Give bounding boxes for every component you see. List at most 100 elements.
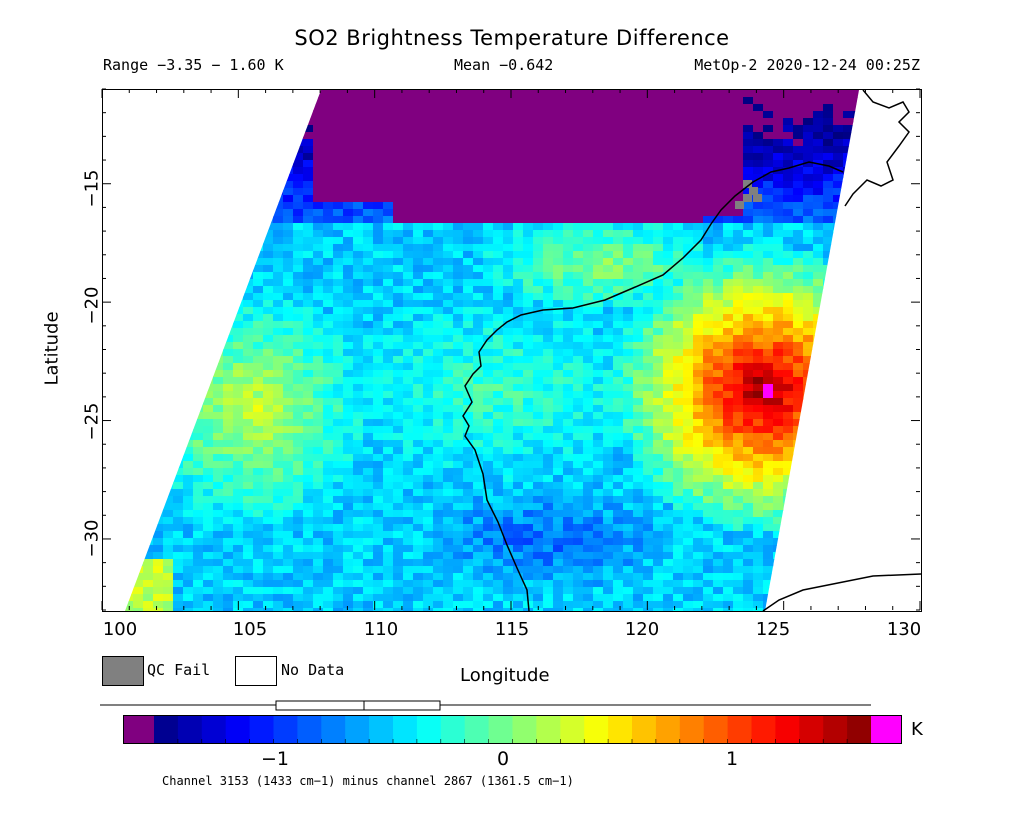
data-pixel bbox=[173, 132, 184, 140]
data-pixel bbox=[553, 132, 564, 140]
data-pixel bbox=[203, 370, 214, 378]
data-pixel bbox=[213, 503, 224, 511]
data-pixel bbox=[173, 237, 184, 245]
data-pixel bbox=[803, 475, 814, 483]
data-pixel bbox=[393, 321, 404, 329]
data-pixel bbox=[743, 132, 754, 140]
data-pixel bbox=[443, 167, 454, 175]
data-pixel bbox=[843, 181, 854, 189]
data-pixel bbox=[473, 286, 484, 294]
data-pixel bbox=[673, 118, 684, 126]
data-pixel bbox=[913, 307, 921, 315]
data-pixel bbox=[293, 272, 304, 280]
data-pixel bbox=[483, 202, 494, 210]
data-pixel bbox=[125, 489, 134, 497]
data-pixel bbox=[503, 258, 514, 266]
data-pixel bbox=[643, 307, 654, 315]
data-pixel bbox=[423, 440, 434, 448]
data-pixel bbox=[483, 342, 494, 350]
data-pixel bbox=[823, 188, 834, 196]
data-pixel bbox=[913, 272, 921, 280]
data-pixel bbox=[663, 489, 674, 497]
data-pixel bbox=[583, 244, 594, 252]
data-pixel bbox=[223, 314, 234, 322]
data-pixel bbox=[373, 125, 384, 133]
data-pixel bbox=[493, 321, 504, 329]
data-pixel bbox=[443, 321, 454, 329]
data-pixel bbox=[363, 496, 374, 504]
data-pixel bbox=[623, 97, 634, 105]
data-pixel bbox=[473, 328, 484, 336]
data-pixel bbox=[503, 419, 514, 427]
data-pixel bbox=[153, 370, 164, 378]
data-pixel bbox=[343, 454, 354, 462]
data-pixel bbox=[313, 223, 324, 231]
data-pixel bbox=[403, 328, 414, 336]
data-pixel bbox=[873, 111, 884, 119]
data-pixel bbox=[613, 454, 624, 462]
data-pixel bbox=[683, 97, 694, 105]
data-pixel bbox=[383, 230, 394, 238]
data-pixel bbox=[413, 125, 424, 133]
data-pixel bbox=[773, 321, 784, 329]
data-pixel bbox=[643, 97, 654, 105]
data-pixel bbox=[373, 489, 384, 497]
data-pixel bbox=[163, 496, 174, 504]
data-pixel bbox=[183, 349, 194, 357]
data-pixel bbox=[593, 447, 604, 455]
data-pixel bbox=[383, 216, 394, 224]
map-panel[interactable] bbox=[102, 89, 922, 612]
data-pixel bbox=[633, 167, 644, 175]
data-pixel bbox=[283, 244, 294, 252]
data-pixel bbox=[183, 419, 194, 427]
data-pixel bbox=[643, 342, 654, 350]
data-pixel bbox=[303, 272, 314, 280]
data-pixel bbox=[793, 265, 804, 273]
data-pixel bbox=[173, 454, 184, 462]
data-pixel bbox=[783, 132, 794, 140]
data-pixel bbox=[683, 265, 694, 273]
data-pixel bbox=[393, 384, 404, 392]
data-pixel bbox=[873, 286, 884, 294]
data-pixel bbox=[673, 237, 684, 245]
data-pixel bbox=[283, 104, 294, 112]
data-pixel bbox=[125, 342, 134, 350]
data-pixel bbox=[913, 195, 921, 203]
data-pixel bbox=[223, 342, 234, 350]
data-pixel bbox=[173, 363, 184, 371]
data-pixel bbox=[593, 377, 604, 385]
data-pixel bbox=[863, 503, 874, 511]
data-pixel bbox=[903, 279, 914, 287]
data-pixel bbox=[323, 230, 334, 238]
data-pixel bbox=[573, 405, 584, 413]
data-pixel bbox=[253, 433, 264, 441]
data-pixel bbox=[343, 412, 354, 420]
data-pixel bbox=[733, 244, 744, 252]
data-pixel bbox=[393, 251, 404, 259]
data-pixel bbox=[763, 426, 774, 434]
data-pixel bbox=[143, 349, 154, 357]
data-pixel bbox=[613, 510, 624, 518]
data-pixel bbox=[793, 426, 804, 434]
data-pixel bbox=[743, 125, 754, 133]
data-pixel bbox=[753, 223, 764, 231]
data-pixel bbox=[593, 335, 604, 343]
data-pixel bbox=[503, 90, 514, 98]
data-pixel bbox=[233, 349, 244, 357]
data-pixel bbox=[233, 279, 244, 287]
data-pixel bbox=[353, 146, 364, 154]
data-pixel bbox=[543, 251, 554, 259]
data-pixel bbox=[263, 328, 274, 336]
data-pixel bbox=[323, 188, 334, 196]
data-pixel bbox=[773, 146, 784, 154]
data-pixel bbox=[313, 230, 324, 238]
data-pixel bbox=[553, 307, 564, 315]
data-pixel bbox=[763, 139, 774, 147]
data-pixel bbox=[273, 139, 284, 147]
data-pixel bbox=[673, 132, 684, 140]
data-pixel bbox=[833, 244, 844, 252]
data-pixel bbox=[883, 209, 894, 217]
data-pixel bbox=[173, 496, 184, 504]
data-pixel bbox=[203, 475, 214, 483]
data-pixel bbox=[183, 454, 194, 462]
